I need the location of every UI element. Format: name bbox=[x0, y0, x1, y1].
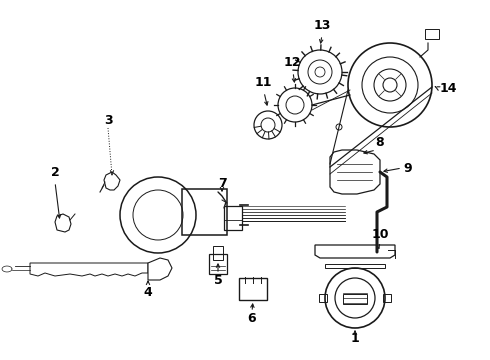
Bar bbox=[213, 246, 223, 260]
Text: 9: 9 bbox=[404, 162, 412, 175]
Bar bbox=[182, 189, 227, 235]
Bar bbox=[383, 294, 391, 302]
Bar bbox=[224, 206, 242, 230]
Text: 2: 2 bbox=[50, 166, 59, 179]
Bar bbox=[343, 294, 367, 304]
Bar bbox=[425, 29, 439, 39]
Text: 7: 7 bbox=[218, 176, 226, 189]
Text: 8: 8 bbox=[376, 135, 384, 149]
Circle shape bbox=[336, 124, 342, 130]
Text: 13: 13 bbox=[313, 18, 331, 32]
Text: 10: 10 bbox=[371, 229, 389, 242]
Polygon shape bbox=[104, 172, 120, 190]
Polygon shape bbox=[55, 214, 71, 232]
Polygon shape bbox=[30, 263, 148, 276]
Polygon shape bbox=[325, 264, 385, 268]
Text: 1: 1 bbox=[351, 332, 359, 345]
Polygon shape bbox=[148, 258, 172, 280]
Text: 3: 3 bbox=[104, 113, 112, 126]
Polygon shape bbox=[330, 150, 380, 194]
Text: 5: 5 bbox=[214, 274, 222, 287]
Bar bbox=[239, 278, 267, 300]
Text: 12: 12 bbox=[283, 55, 301, 68]
Text: 14: 14 bbox=[439, 81, 457, 95]
Polygon shape bbox=[315, 245, 395, 258]
Bar bbox=[319, 294, 327, 302]
Bar bbox=[209, 254, 227, 274]
Text: 6: 6 bbox=[247, 311, 256, 324]
Text: 4: 4 bbox=[144, 285, 152, 298]
Text: 11: 11 bbox=[254, 76, 272, 89]
